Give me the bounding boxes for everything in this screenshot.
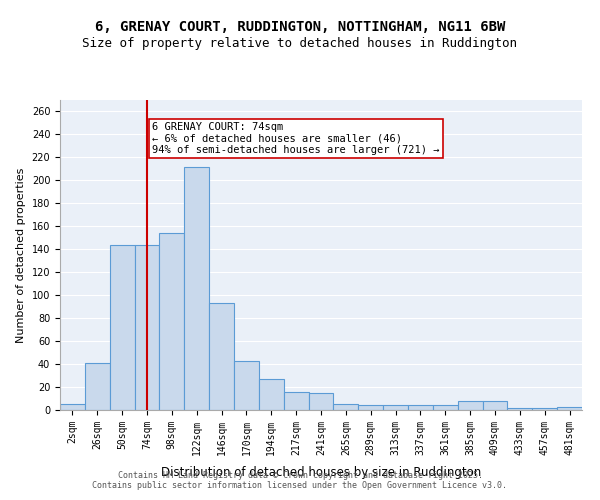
Bar (284, 392, 308, 410)
Y-axis label: Number of detached properties: Number of detached properties (16, 168, 26, 342)
Bar (408, 406, 433, 410)
Bar (458, 401, 482, 410)
X-axis label: Distribution of detached houses by size in Ruddington: Distribution of detached houses by size … (161, 466, 481, 479)
Bar (358, 406, 383, 410)
Text: Contains HM Land Registry data © Crown copyright and database right 2025.
Contai: Contains HM Land Registry data © Crown c… (92, 470, 508, 490)
Bar (60, 404, 85, 410)
Bar (85, 363, 110, 410)
Bar (259, 379, 284, 410)
Text: 6, GRENAY COURT, RUDDINGTON, NOTTINGHAM, NG11 6BW: 6, GRENAY COURT, RUDDINGTON, NOTTINGHAM,… (95, 20, 505, 34)
Bar (508, 408, 532, 410)
Bar (160, 233, 184, 410)
Text: Size of property relative to detached houses in Ruddington: Size of property relative to detached ho… (83, 38, 517, 51)
Bar (184, 166, 209, 410)
Bar (334, 404, 358, 410)
Bar (383, 406, 408, 410)
Bar (209, 303, 234, 410)
Bar (308, 393, 334, 410)
Bar (110, 244, 134, 410)
Bar (482, 401, 508, 410)
Bar (532, 408, 557, 410)
Text: 6 GRENAY COURT: 74sqm
← 6% of detached houses are smaller (46)
94% of semi-detac: 6 GRENAY COURT: 74sqm ← 6% of detached h… (152, 122, 439, 155)
Bar (433, 406, 458, 410)
Bar (557, 406, 582, 410)
Bar (234, 360, 259, 410)
Bar (134, 244, 160, 410)
